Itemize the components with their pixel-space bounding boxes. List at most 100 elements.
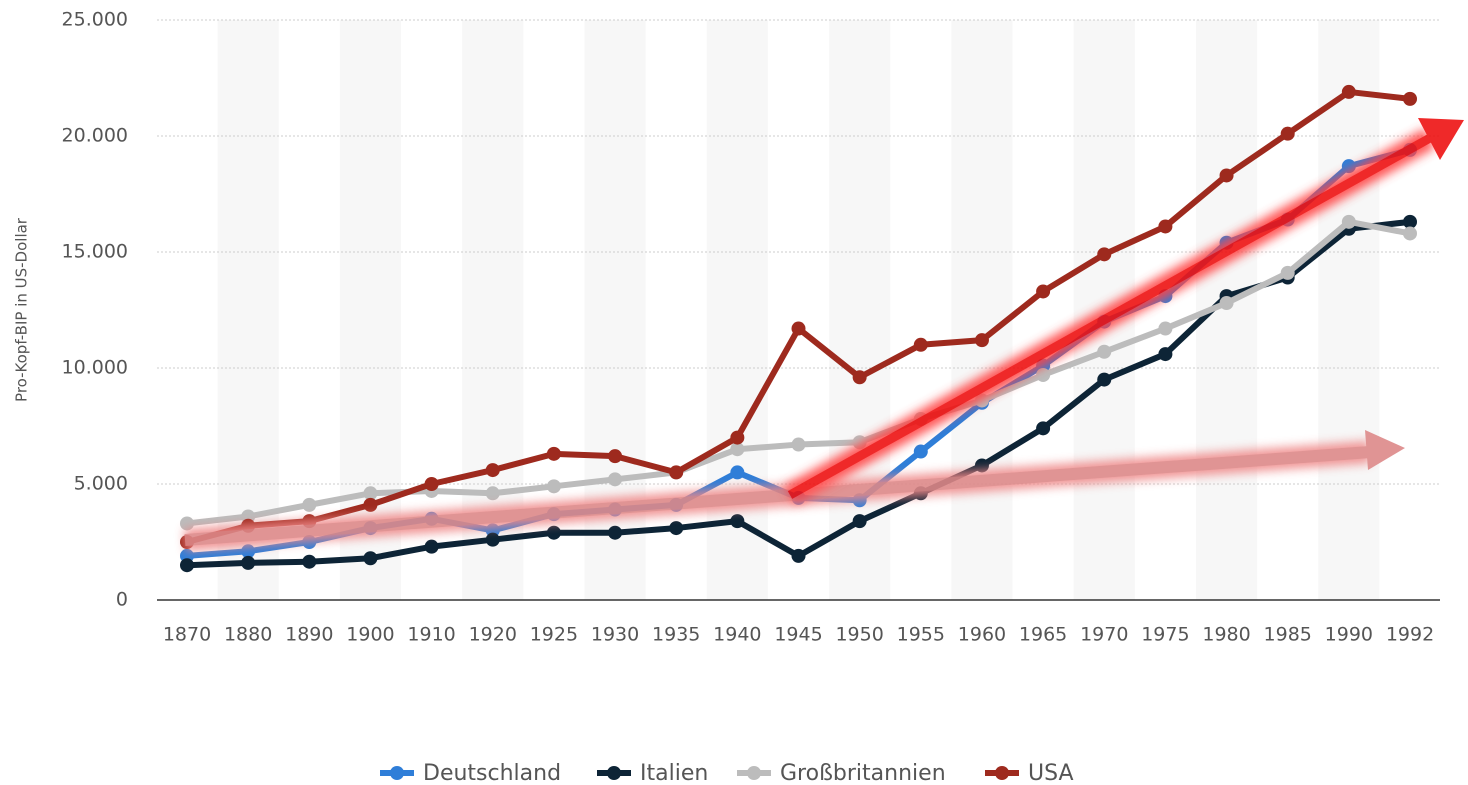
y-tick-label: 5.000 xyxy=(74,473,128,495)
data-point xyxy=(424,477,439,491)
legend-label: Italien xyxy=(640,761,708,785)
x-tick-label: 1935 xyxy=(652,624,700,646)
arrow-head xyxy=(1418,118,1464,160)
legend-marker xyxy=(607,766,621,780)
data-point xyxy=(1097,247,1112,262)
arrow-head xyxy=(1365,430,1405,470)
y-axis-label: Pro-Kopf-BIP in US-Dollar xyxy=(13,217,31,402)
x-tick-label: 1880 xyxy=(224,624,272,646)
x-tick-label: 1900 xyxy=(346,624,394,646)
x-tick-label: 1870 xyxy=(163,624,211,646)
data-point xyxy=(180,558,194,573)
data-point xyxy=(791,321,806,336)
data-point xyxy=(1158,347,1173,362)
x-tick-label: 1975 xyxy=(1141,624,1189,646)
data-point xyxy=(546,525,561,540)
y-tick-label: 0 xyxy=(116,589,128,611)
data-point xyxy=(1158,219,1173,234)
legend-label: Großbritannien xyxy=(780,761,946,785)
x-tick-label: 1910 xyxy=(407,624,455,646)
data-point xyxy=(546,446,561,461)
data-point xyxy=(1280,126,1295,141)
data-point xyxy=(1280,265,1295,280)
data-point xyxy=(363,486,378,501)
x-tick-label: 1955 xyxy=(897,624,945,646)
annotation-arrows xyxy=(184,118,1464,551)
legend-label: Deutschland xyxy=(423,761,561,785)
data-point xyxy=(1341,214,1356,229)
data-point xyxy=(1097,344,1112,359)
data-point xyxy=(608,525,623,540)
data-point xyxy=(302,497,317,512)
data-point xyxy=(485,463,500,478)
x-tick-label: 1990 xyxy=(1325,624,1373,646)
data-point xyxy=(1403,214,1417,229)
data-point xyxy=(913,337,928,352)
x-tick-label: 1985 xyxy=(1264,624,1312,646)
data-point xyxy=(791,548,806,563)
band xyxy=(217,20,279,600)
data-point xyxy=(485,486,500,501)
band xyxy=(1318,20,1380,600)
data-point xyxy=(1036,421,1051,436)
x-tick-label: 1920 xyxy=(469,624,517,646)
y-tick-label: 25.000 xyxy=(62,9,128,31)
data-point xyxy=(852,370,867,385)
y-tick-label: 15.000 xyxy=(62,241,128,263)
data-point xyxy=(485,532,500,547)
data-point xyxy=(424,539,439,554)
data-point xyxy=(669,521,684,536)
legend-marker xyxy=(390,766,404,780)
data-point xyxy=(1158,321,1173,336)
x-tick-label: 1965 xyxy=(1019,624,1067,646)
legend-label: USA xyxy=(1028,761,1074,785)
data-point xyxy=(302,554,317,569)
data-point xyxy=(1097,372,1112,387)
arrow-shaft xyxy=(787,134,1433,499)
x-tick-label: 1890 xyxy=(285,624,333,646)
data-point xyxy=(180,516,194,531)
legend-marker xyxy=(995,766,1009,780)
data-point xyxy=(791,437,806,452)
data-point xyxy=(1219,168,1234,183)
legend-marker xyxy=(747,766,761,780)
data-point xyxy=(730,430,745,445)
data-point xyxy=(608,472,623,487)
x-tick-label: 1945 xyxy=(774,624,822,646)
x-tick-label: 1992 xyxy=(1386,624,1434,646)
x-tick-label: 1950 xyxy=(835,624,883,646)
data-point xyxy=(363,551,378,566)
x-tick-label: 1970 xyxy=(1080,624,1128,646)
data-point xyxy=(1403,91,1417,106)
y-tick-label: 20.000 xyxy=(62,125,128,147)
data-point xyxy=(669,465,684,480)
x-tick-label: 1960 xyxy=(958,624,1006,646)
data-point xyxy=(241,555,256,570)
data-point xyxy=(1036,367,1051,382)
data-point xyxy=(974,458,989,473)
x-tick-label: 1925 xyxy=(530,624,578,646)
data-point xyxy=(730,514,745,529)
band xyxy=(706,20,768,600)
data-point xyxy=(241,544,256,559)
data-point xyxy=(546,479,561,494)
y-tick-label: 10.000 xyxy=(62,357,128,379)
data-point xyxy=(1219,296,1234,311)
data-point xyxy=(363,497,378,512)
data-point xyxy=(608,449,623,464)
data-point xyxy=(852,514,867,529)
arrow-shaft xyxy=(184,446,1371,546)
data-point xyxy=(730,442,745,457)
band xyxy=(951,20,1013,600)
data-point xyxy=(913,444,928,459)
data-point xyxy=(1341,84,1356,99)
data-point xyxy=(974,333,989,348)
x-tick-label: 1980 xyxy=(1202,624,1250,646)
data-point xyxy=(1036,284,1051,299)
x-tick-label: 1930 xyxy=(591,624,639,646)
data-point xyxy=(1403,226,1417,241)
x-tick-label: 1940 xyxy=(713,624,761,646)
band xyxy=(462,20,524,600)
data-point xyxy=(730,465,745,480)
